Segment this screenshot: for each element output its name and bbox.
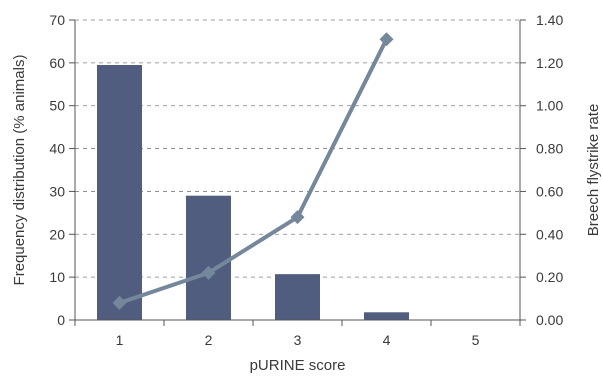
y2-tick-label: 1.40 xyxy=(536,12,563,28)
y2-tick-label: 0.80 xyxy=(536,141,563,157)
gridlines xyxy=(75,19,520,278)
y2-tick-label: 0.00 xyxy=(536,312,563,328)
axes xyxy=(69,19,526,326)
y2-tick-label: 0.60 xyxy=(536,183,563,199)
x-tick-label: 2 xyxy=(205,332,213,348)
x-axis-title: pURINE score xyxy=(250,357,346,374)
y-tick-label: 20 xyxy=(49,226,65,242)
y-tick-label: 30 xyxy=(49,183,65,199)
y-tick-label: 10 xyxy=(49,269,65,285)
y-tick-label: 60 xyxy=(49,55,65,71)
line-series xyxy=(112,32,394,310)
y-tick-label: 50 xyxy=(49,98,65,114)
line-point xyxy=(201,265,216,280)
bar xyxy=(275,274,320,320)
line-point xyxy=(112,295,127,310)
x-tick-label: 5 xyxy=(472,332,480,348)
bar-series xyxy=(97,65,409,320)
y2-axis-title: Breech flystrike rate xyxy=(585,104,602,237)
tick-labels: 0 10 20 30 40 50 60 70 0.00 0.20 0.40 0.60 0.80 1.00 1… xyxy=(49,12,563,348)
y2-tick-label: 0.40 xyxy=(536,226,563,242)
bar xyxy=(97,65,142,320)
x-tick-label: 3 xyxy=(294,332,302,348)
y-tick-label: 70 xyxy=(49,12,65,28)
bar xyxy=(186,195,231,320)
y-axis-title: Frequency distribution (% animals) xyxy=(11,55,28,286)
line-point xyxy=(290,210,305,225)
y2-tick-label: 1.00 xyxy=(536,98,563,114)
bar xyxy=(364,312,409,320)
y-tick-label: 0 xyxy=(57,312,65,328)
x-tick-label: 4 xyxy=(383,332,391,348)
y-tick-label: 40 xyxy=(49,141,65,157)
x-tick-label: 1 xyxy=(116,332,124,348)
series-line xyxy=(118,38,389,305)
y2-tick-label: 0.20 xyxy=(536,269,563,285)
line-point xyxy=(379,32,394,47)
y2-tick-label: 1.20 xyxy=(536,55,563,71)
